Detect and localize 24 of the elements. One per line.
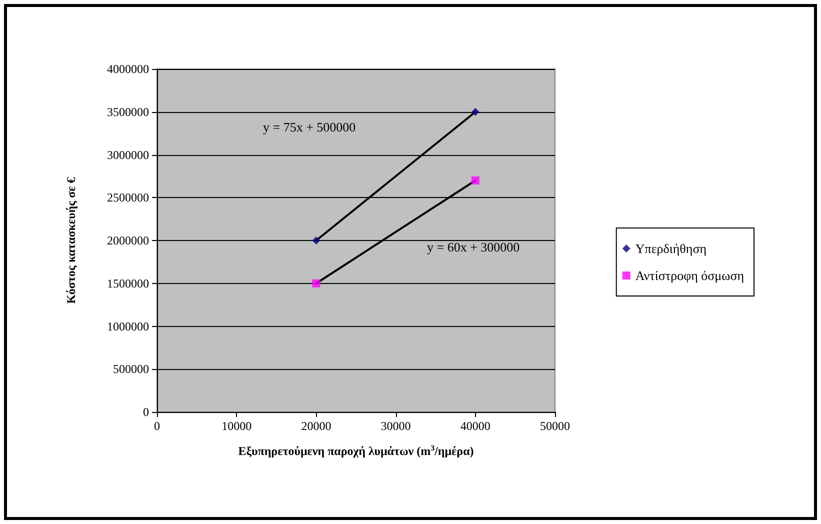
y-tick-label: 3000000 (107, 148, 149, 162)
point (471, 176, 480, 184)
x-tick-label: 30000 (380, 419, 411, 433)
x-tick-label: 40000 (460, 419, 490, 433)
point (312, 236, 320, 244)
x-tick-label: 20000 (301, 419, 332, 433)
y-tick-label: 0 (143, 405, 149, 419)
legend-label: Αντίστροφη όσμωση (635, 268, 744, 283)
y-axis-title: Κόστος κατασκευής σε € (64, 177, 78, 304)
y-tick-label: 3500000 (107, 104, 149, 119)
y-tick-label: 4000000 (107, 62, 149, 76)
point (312, 279, 320, 288)
x-tick-label: 50000 (540, 419, 570, 433)
x-tick-label: 10000 (222, 419, 252, 433)
y-tick-label: 2500000 (107, 190, 149, 205)
x-tick-label: 0 (154, 419, 160, 433)
legend-label: Υπερδιήθηση (635, 241, 707, 256)
point (471, 108, 480, 116)
y-tick-label: 500000 (113, 362, 149, 376)
y-tick-label: 1000000 (107, 319, 149, 334)
annotation: y = 75x + 500000 (263, 120, 356, 134)
annotation: y = 60x + 300000 (427, 240, 520, 254)
y-tick-label: 1500000 (107, 276, 149, 290)
y-tick-label: 2000000 (107, 234, 149, 248)
